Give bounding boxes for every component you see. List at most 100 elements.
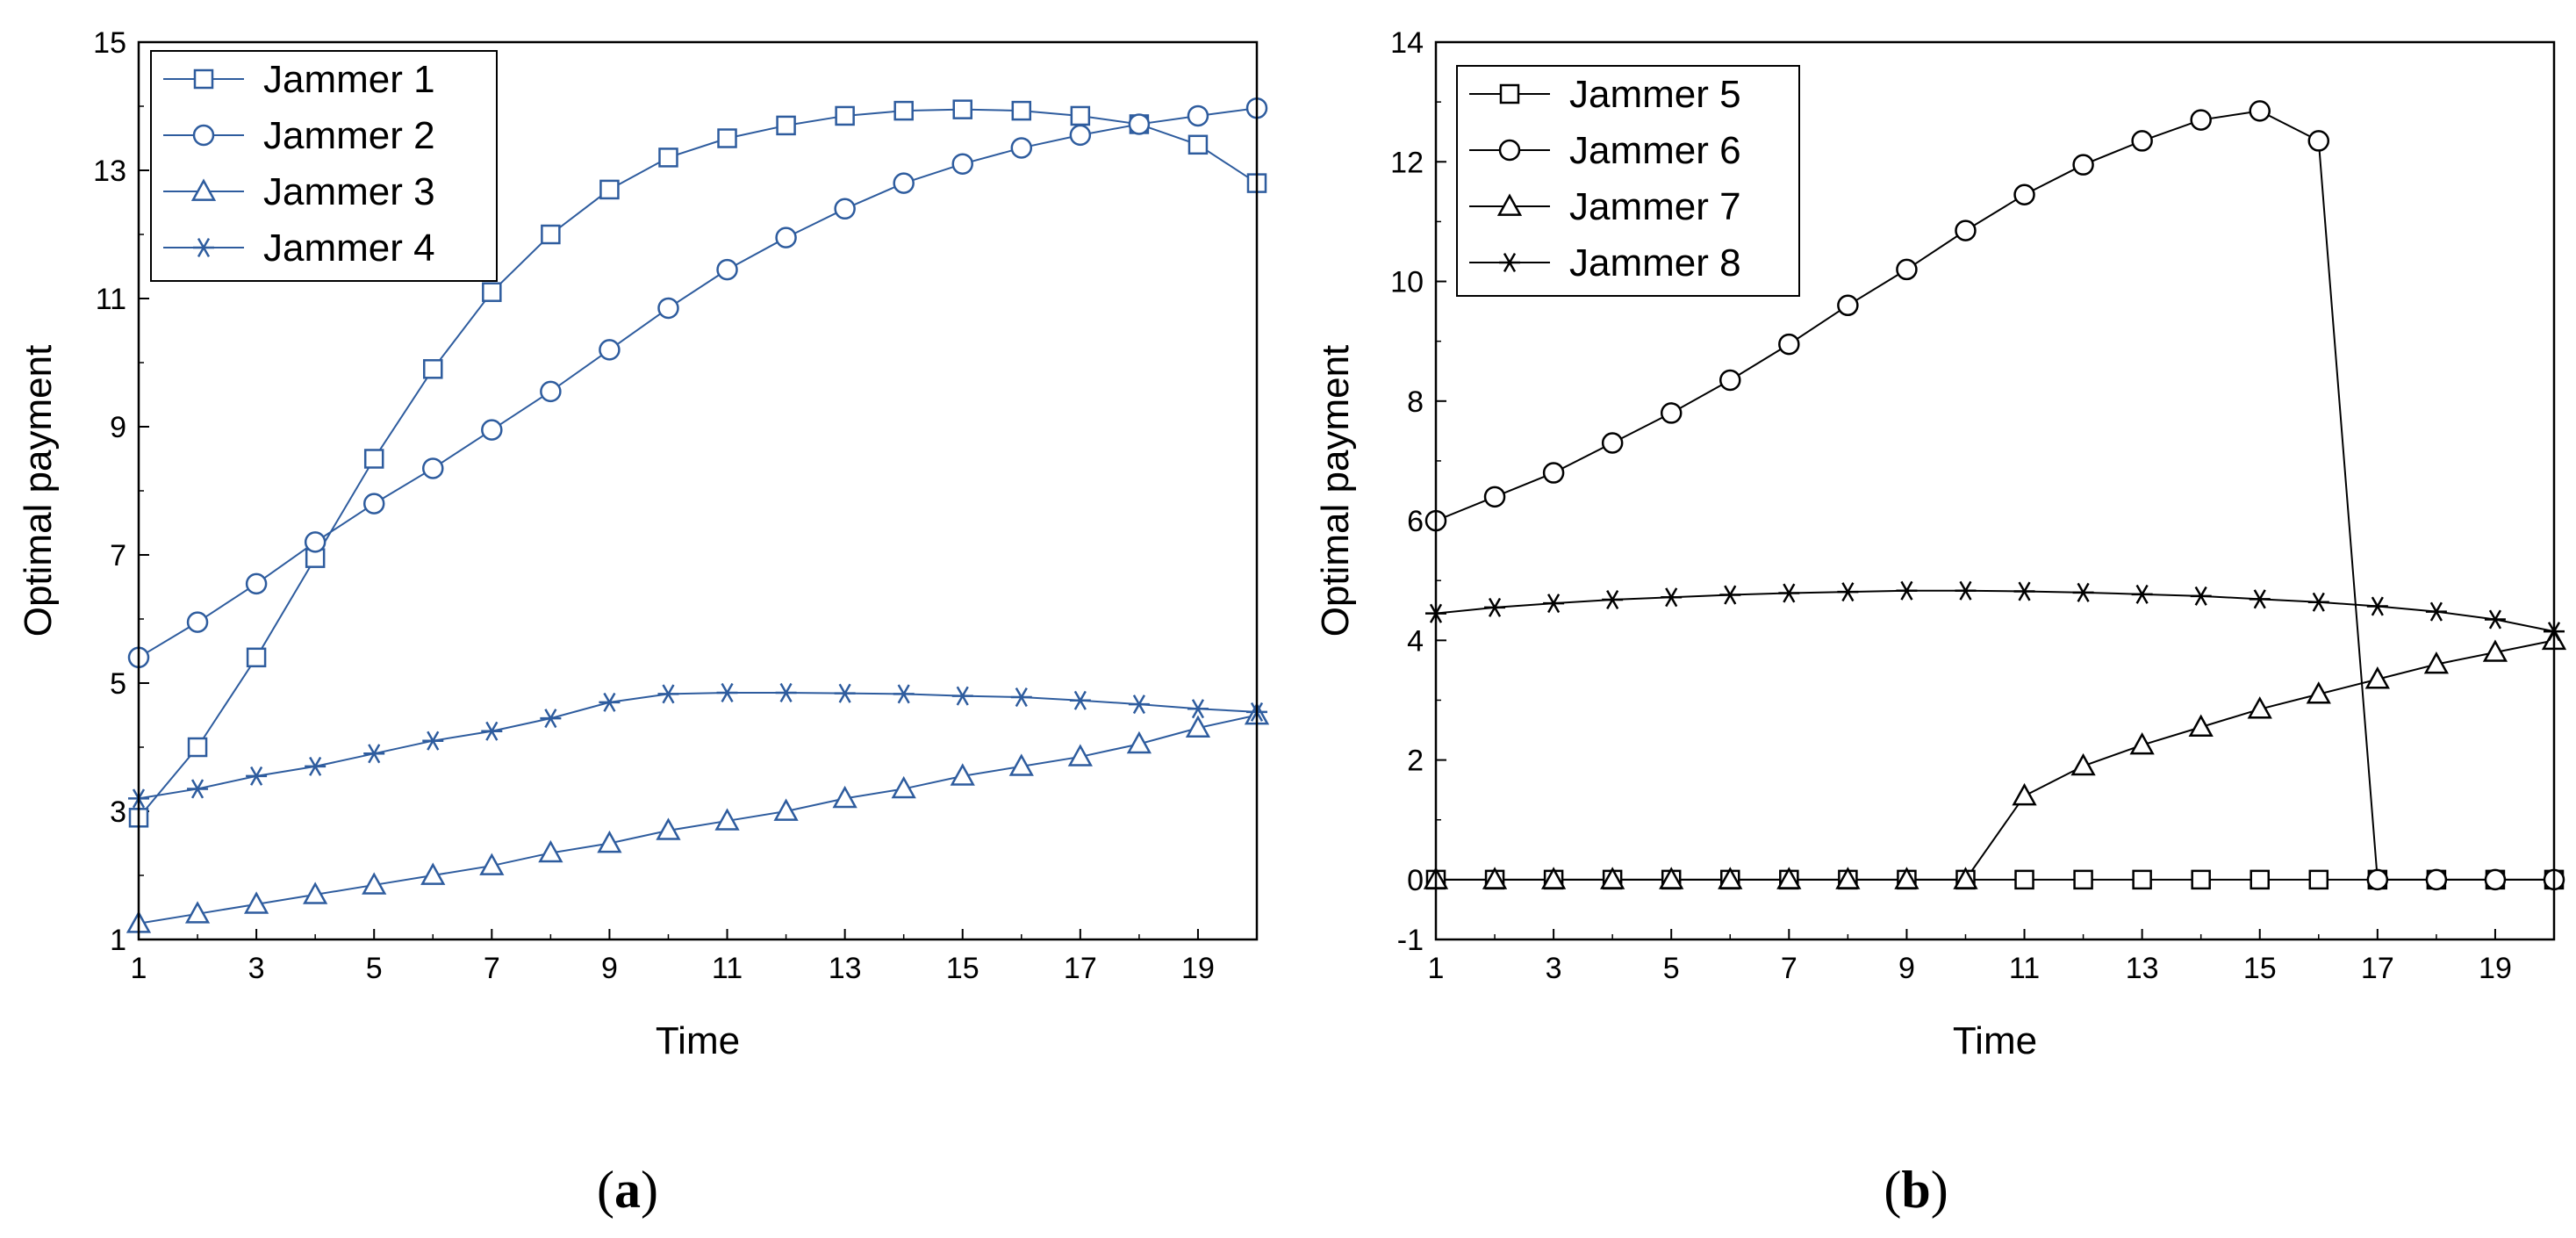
data-point	[540, 709, 562, 729]
data-point	[1070, 105, 1091, 126]
data-point	[2131, 130, 2153, 152]
x-tick-label: 5	[1663, 952, 1680, 985]
data-point	[1894, 867, 1919, 889]
legend-label: Jammer 3	[263, 170, 435, 213]
data-point	[2014, 869, 2034, 890]
data-point	[303, 882, 328, 904]
data-point	[246, 766, 268, 786]
data-point	[2190, 586, 2212, 606]
data-point	[541, 224, 561, 245]
y-tick-label: -1	[1397, 924, 1424, 957]
data-point	[1128, 113, 1151, 135]
data-point	[420, 862, 446, 885]
x-tick-label: 9	[601, 952, 618, 985]
data-point	[422, 731, 444, 751]
legend-label: Jammer 8	[1569, 241, 1741, 284]
data-point	[2484, 868, 2507, 891]
series-group	[1424, 100, 2566, 891]
series-line-jammer-4	[138, 691, 1258, 800]
data-point	[2131, 584, 2153, 604]
data-point	[1719, 369, 1741, 392]
x-tick-label: 9	[1898, 952, 1915, 985]
legend-box	[1456, 65, 1800, 297]
data-point	[1601, 432, 1624, 454]
data-point	[1896, 258, 1918, 281]
y-tick-label: 7	[110, 539, 126, 572]
series-line-jammer-7	[1436, 639, 2555, 881]
legend-marker	[1499, 83, 1520, 104]
data-point	[716, 258, 738, 281]
data-point	[1835, 867, 1861, 889]
x-tick-label: 13	[829, 952, 862, 985]
x-tick-label: 1	[131, 952, 147, 985]
y-tick-label: 0	[1407, 864, 1424, 897]
data-point	[1188, 134, 1209, 155]
data-point	[2425, 868, 2448, 891]
x-tick-label: 19	[1181, 952, 1215, 985]
data-point	[1010, 137, 1033, 159]
data-point	[2307, 130, 2330, 152]
data-point	[893, 684, 915, 704]
data-point	[2013, 581, 2035, 601]
data-point	[1837, 294, 1859, 317]
data-point	[1778, 583, 1800, 603]
data-point	[1185, 715, 1211, 738]
data-point	[481, 721, 503, 741]
legend-label: Jammer 2	[263, 114, 435, 157]
data-point	[717, 128, 737, 148]
data-point	[363, 744, 385, 764]
data-point	[599, 179, 620, 200]
y-tick-label: 9	[110, 411, 126, 444]
data-point	[243, 891, 269, 914]
data-point	[246, 647, 267, 668]
legend-marker	[1499, 252, 1520, 273]
legend-marker	[1498, 139, 1521, 162]
panel-label: (a)	[597, 1161, 658, 1219]
data-point	[714, 808, 740, 831]
data-point	[186, 611, 209, 633]
data-point	[2249, 100, 2271, 122]
data-point	[1482, 867, 1508, 889]
data-point	[1011, 100, 1032, 121]
data-point	[1484, 597, 1506, 617]
y-tick-label: 1	[110, 924, 126, 957]
legend-label: Jammer 7	[1569, 185, 1741, 228]
x-tick-label: 13	[2126, 952, 2159, 985]
x-tick-label: 1	[1428, 952, 1445, 985]
y-tick-label: 10	[1390, 266, 1424, 299]
data-point	[775, 227, 797, 248]
data-point	[893, 172, 915, 194]
plot-frame	[1434, 40, 2556, 941]
data-point	[775, 682, 797, 702]
data-point	[2190, 109, 2212, 131]
data-point	[2366, 596, 2388, 616]
data-point	[773, 798, 799, 821]
data-point	[1659, 867, 1684, 889]
x-tick-label: 7	[484, 952, 500, 985]
data-point	[2425, 601, 2447, 622]
data-point	[482, 282, 502, 302]
data-point	[2482, 639, 2508, 662]
data-point	[1602, 589, 1624, 610]
data-point	[2250, 869, 2270, 890]
legend-box	[150, 50, 498, 282]
x-tick-label: 5	[366, 952, 383, 985]
x-tick-label: 19	[2479, 952, 2512, 985]
y-axis-title: Optimal payment	[1314, 345, 1357, 637]
data-point	[952, 99, 972, 119]
y-tick-label: 3	[110, 795, 126, 829]
x-tick-label: 11	[2009, 952, 2040, 985]
data-point	[1540, 867, 1567, 889]
x-tick-label: 3	[1546, 952, 1562, 985]
data-point	[1600, 867, 1625, 889]
data-point	[1542, 462, 1565, 484]
data-point	[1483, 486, 1506, 508]
data-point	[2307, 592, 2329, 612]
data-point	[479, 853, 505, 875]
data-point	[834, 198, 856, 220]
data-point	[363, 449, 384, 469]
data-point	[891, 775, 916, 799]
data-point	[951, 153, 973, 175]
data-point	[1718, 867, 1743, 889]
